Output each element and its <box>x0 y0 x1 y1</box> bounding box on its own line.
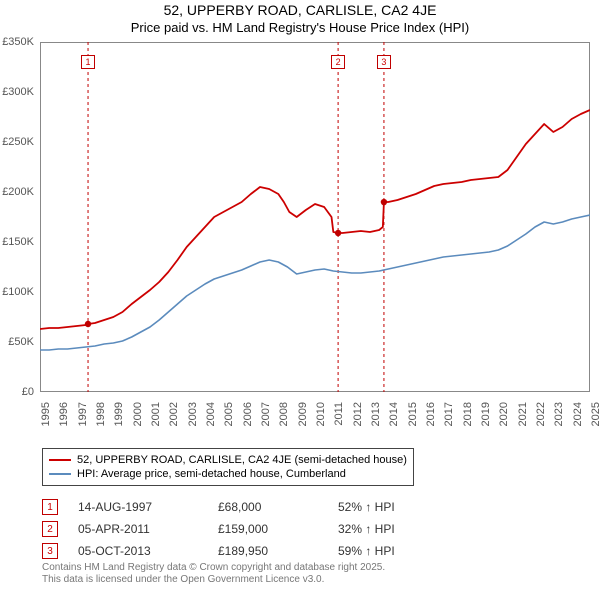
x-tick-label: 2021 <box>517 402 529 426</box>
chart-marker-badge: 2 <box>331 55 345 69</box>
x-tick-label: 1997 <box>77 402 89 426</box>
marker-date: 14-AUG-1997 <box>78 500 198 514</box>
y-tick-label: £150K <box>2 236 34 248</box>
x-tick-label: 2004 <box>205 402 217 426</box>
x-tick-label: 2011 <box>333 402 345 426</box>
x-tick-label: 2003 <box>187 402 199 426</box>
x-tick-label: 2000 <box>132 402 144 426</box>
y-tick-label: £200K <box>2 186 34 198</box>
x-tick-label: 2005 <box>223 402 235 426</box>
x-tick-label: 2010 <box>315 402 327 426</box>
marker-price: £159,000 <box>218 522 318 536</box>
x-tick-label: 2016 <box>425 402 437 426</box>
x-tick-label: 2006 <box>242 402 254 426</box>
x-tick-label: 2012 <box>352 402 364 426</box>
legend-label: HPI: Average price, semi-detached house,… <box>77 468 346 480</box>
chart-footer: Contains HM Land Registry data © Crown c… <box>42 562 385 586</box>
x-tick-label: 2017 <box>443 402 455 426</box>
marker-row: 1 14-AUG-1997 £68,000 52% ↑ HPI <box>42 496 458 518</box>
y-tick-label: £100K <box>2 286 34 298</box>
x-tick-label: 2008 <box>278 402 290 426</box>
y-tick-label: £250K <box>2 136 34 148</box>
x-tick-label: 2020 <box>498 402 510 426</box>
x-tick-label: 1998 <box>95 402 107 426</box>
x-tick-label: 2002 <box>168 402 180 426</box>
legend-item: HPI: Average price, semi-detached house,… <box>49 467 407 481</box>
y-tick-label: £0 <box>22 386 34 398</box>
footer-line-2: This data is licensed under the Open Gov… <box>42 574 385 586</box>
chart-container: { "title": "52, UPPERBY ROAD, CARLISLE, … <box>0 0 600 590</box>
y-tick-label: £350K <box>2 36 34 48</box>
chart-legend: 52, UPPERBY ROAD, CARLISLE, CA2 4JE (sem… <box>42 448 414 486</box>
x-tick-label: 2013 <box>370 402 382 426</box>
marker-hpi: 52% ↑ HPI <box>338 500 458 514</box>
marker-row: 2 05-APR-2011 £159,000 32% ↑ HPI <box>42 518 458 540</box>
chart-marker-badge: 3 <box>377 55 391 69</box>
x-tick-label: 2009 <box>297 402 309 426</box>
x-tick-label: 2019 <box>480 402 492 426</box>
marker-date: 05-OCT-2013 <box>78 544 198 558</box>
chart-title: 52, UPPERBY ROAD, CARLISLE, CA2 4JE <box>0 0 600 18</box>
chart-plot-area: 1 2 3 <box>40 42 590 392</box>
x-tick-label: 1999 <box>113 402 125 426</box>
marker-hpi: 59% ↑ HPI <box>338 544 458 558</box>
x-tick-label: 2024 <box>572 402 584 426</box>
legend-swatch <box>49 459 71 461</box>
y-axis-ticks: £0£50K£100K£150K£200K£250K£300K£350K <box>0 42 40 392</box>
marker-date: 05-APR-2011 <box>78 522 198 536</box>
markers-table: 1 14-AUG-1997 £68,000 52% ↑ HPI 2 05-APR-2011… <box>42 496 458 562</box>
chart-marker-badge: 1 <box>81 55 95 69</box>
marker-badge: 3 <box>42 543 58 559</box>
x-tick-label: 1996 <box>58 402 70 426</box>
marker-row: 3 05-OCT-2013 £189,950 59% ↑ HPI <box>42 540 458 562</box>
marker-badge: 1 <box>42 499 58 515</box>
y-tick-label: £300K <box>2 86 34 98</box>
x-tick-label: 2007 <box>260 402 272 426</box>
chart-svg <box>40 42 590 392</box>
footer-line-1: Contains HM Land Registry data © Crown c… <box>42 562 385 574</box>
x-tick-label: 1995 <box>40 402 52 426</box>
x-tick-label: 2014 <box>388 402 400 426</box>
marker-hpi: 32% ↑ HPI <box>338 522 458 536</box>
x-tick-label: 2015 <box>407 402 419 426</box>
marker-badge: 2 <box>42 521 58 537</box>
chart-subtitle: Price paid vs. HM Land Registry's House … <box>0 18 600 35</box>
x-tick-label: 2022 <box>535 402 547 426</box>
legend-item: 52, UPPERBY ROAD, CARLISLE, CA2 4JE (sem… <box>49 453 407 467</box>
legend-swatch <box>49 473 71 475</box>
x-tick-label: 2018 <box>462 402 474 426</box>
x-axis-ticks: 1995 1996 1997 1998 1999 2000 2001 2002 2003 2004… <box>40 396 590 446</box>
x-tick-label: 2025 <box>590 402 600 426</box>
legend-label: 52, UPPERBY ROAD, CARLISLE, CA2 4JE (sem… <box>77 454 407 466</box>
y-tick-label: £50K <box>8 336 34 348</box>
marker-price: £68,000 <box>218 500 318 514</box>
x-tick-label: 2023 <box>553 402 565 426</box>
x-tick-label: 2001 <box>150 402 162 426</box>
marker-price: £189,950 <box>218 544 318 558</box>
